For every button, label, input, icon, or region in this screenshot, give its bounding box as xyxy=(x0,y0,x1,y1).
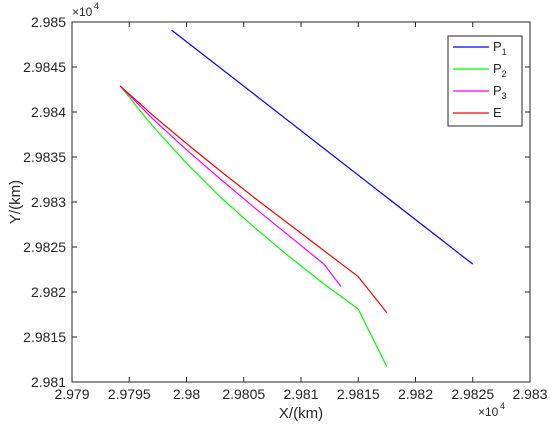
y-tick-label: 2.9815 xyxy=(23,329,66,345)
x-tick-label: 2.983 xyxy=(512,386,547,402)
x-axis-ticks: 2.979 2.9795 2.98 2.9805 2.981 2.9815 2.982 2.9… xyxy=(54,22,548,402)
y-axis-exponent: ×10 4 xyxy=(72,1,99,19)
legend-subscript: 1 xyxy=(502,47,507,57)
y-tick-label: 2.984 xyxy=(31,104,66,120)
series-line-p3 xyxy=(119,85,342,287)
x-exponent-power: 4 xyxy=(500,401,505,411)
x-tick-label: 2.98 xyxy=(173,386,200,402)
legend-box xyxy=(447,35,523,127)
y-axis-ticks: 2.981 2.9815 2.982 2.9825 2.983 2.9835 2.984 2.… xyxy=(23,14,530,390)
series-lines xyxy=(119,29,474,367)
y-tick-label: 2.982 xyxy=(31,284,66,300)
x-tick-label: 2.9815 xyxy=(337,386,380,402)
y-axis-label: Y/(km) xyxy=(7,180,24,224)
series-line-p2 xyxy=(119,85,388,367)
series-line-e xyxy=(119,85,388,314)
x-axis-exponent: ×10 4 xyxy=(478,401,505,419)
x-exponent-base: ×10 xyxy=(478,405,499,419)
series-line-p1 xyxy=(171,29,474,265)
y-tick-label: 2.9825 xyxy=(23,239,66,255)
legend-subscript: 2 xyxy=(502,69,507,79)
x-tick-label: 2.9805 xyxy=(222,386,265,402)
legend-label-e: E xyxy=(493,105,502,120)
y-exponent-power: 4 xyxy=(94,1,99,11)
y-tick-label: 2.985 xyxy=(31,14,66,30)
legend-subscript: 3 xyxy=(502,91,507,101)
x-tick-label: 2.979 xyxy=(54,386,89,402)
x-tick-label: 2.982 xyxy=(398,386,433,402)
x-axis-label: X/(km) xyxy=(279,405,323,422)
y-tick-label: 2.983 xyxy=(31,194,66,210)
y-tick-label: 2.9835 xyxy=(23,149,66,165)
y-exponent-base: ×10 xyxy=(72,5,93,19)
x-tick-label: 2.9825 xyxy=(451,386,494,402)
y-tick-label: 2.981 xyxy=(31,374,66,390)
x-tick-label: 2.981 xyxy=(283,386,318,402)
y-tick-label: 2.9845 xyxy=(23,59,66,75)
x-tick-label: 2.9795 xyxy=(108,386,151,402)
